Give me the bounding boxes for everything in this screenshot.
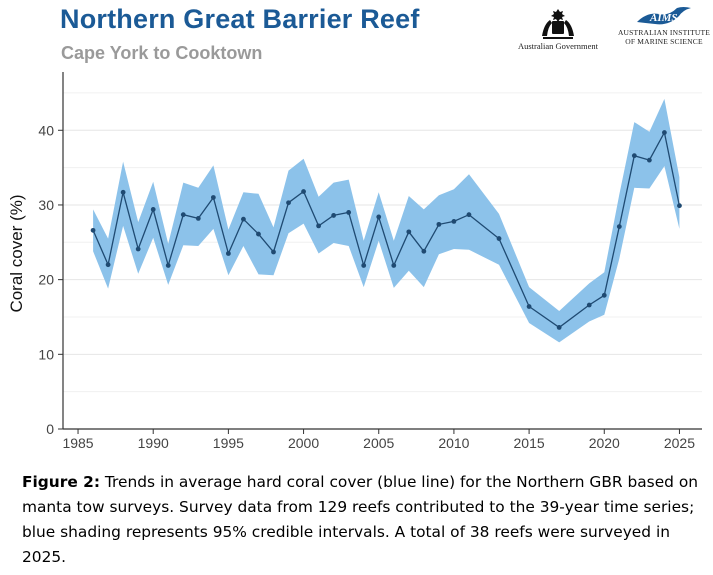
data-point [105,262,111,268]
data-point [631,153,637,159]
data-point [195,216,201,221]
y-tick-label: 40 [38,122,54,138]
caption-text: Trends in average hard coral cover (blue… [22,473,698,566]
y-tick-label: 0 [46,421,54,437]
x-tick-label: 2025 [664,435,695,451]
data-point [526,304,532,309]
australian-government-text: Australian Government [517,41,599,51]
aims-text-line2: OF MARINE SCIENCE [625,37,703,46]
data-point [616,224,622,230]
data-point [361,263,367,268]
data-point [256,231,261,237]
data-point [271,249,276,255]
y-tick-label: 20 [38,272,54,288]
data-point [331,213,337,218]
x-tick-label: 2015 [514,435,545,451]
data-point [346,210,352,215]
data-point [677,203,682,209]
credible-interval-band [93,98,680,343]
aims-logo: AIMS AUSTRALIAN INSTITUTE OF MARINE SCIE… [617,6,711,56]
y-tick-label: 10 [38,346,54,362]
caption-label: Figure 2: [22,473,101,491]
data-point [391,263,397,268]
data-point [180,212,186,218]
data-point [301,189,306,194]
data-point [210,195,216,200]
y-axis-label: Coral cover (%) [7,194,26,312]
chart-axes: 0 10 20 30 40 1985 1990 1995 2000 2005 2010 2015 202… [38,72,702,451]
chart-grid [63,92,702,430]
data-point [586,302,592,308]
x-tick-label: 2005 [363,435,394,451]
x-tick-label: 1995 [213,435,244,451]
coral-cover-chart: 0 10 20 30 40 1985 1990 1995 2000 2005 2010 2015 202… [7,72,702,451]
data-point [376,214,382,220]
x-tick-label: 2020 [589,435,620,451]
data-point [225,251,231,256]
aims-wave-icon: AIMS [637,7,691,25]
x-tick-label: 2010 [438,435,469,451]
data-point [466,212,472,218]
data-point [496,236,502,241]
data-point [150,207,156,212]
australian-government-logo: Australian Government [508,6,608,56]
data-points-layer [90,130,682,330]
data-point [421,248,427,254]
data-point [120,189,126,195]
data-point [165,263,171,268]
y-tick-label: 30 [38,197,54,213]
data-point [286,200,291,206]
data-point [316,223,321,229]
trend-line-layer [92,130,681,329]
data-point [241,216,246,222]
data-point [90,227,96,233]
data-point [646,157,652,163]
coral-cover-line [92,130,681,329]
data-point [662,130,667,135]
aims-text-line1: AUSTRALIAN INSTITUTE [617,28,711,37]
data-point [556,325,562,330]
data-point [601,292,607,298]
page-title: Northern Great Barrier Reef [60,4,420,34]
credible-interval-layer [93,98,680,343]
page-subtitle: Cape York to Cooktown [61,43,263,63]
coat-of-arms-icon [542,9,574,39]
x-tick-label: 1990 [138,435,169,451]
data-point [436,221,442,227]
data-point [406,229,412,235]
x-tick-label: 1985 [62,435,93,451]
x-tick-label: 2000 [288,435,319,451]
aims-mark: AIMS [649,12,678,24]
data-point [135,246,141,252]
data-point [451,218,457,224]
figure-caption: Figure 2: Trends in average hard coral c… [22,470,698,570]
